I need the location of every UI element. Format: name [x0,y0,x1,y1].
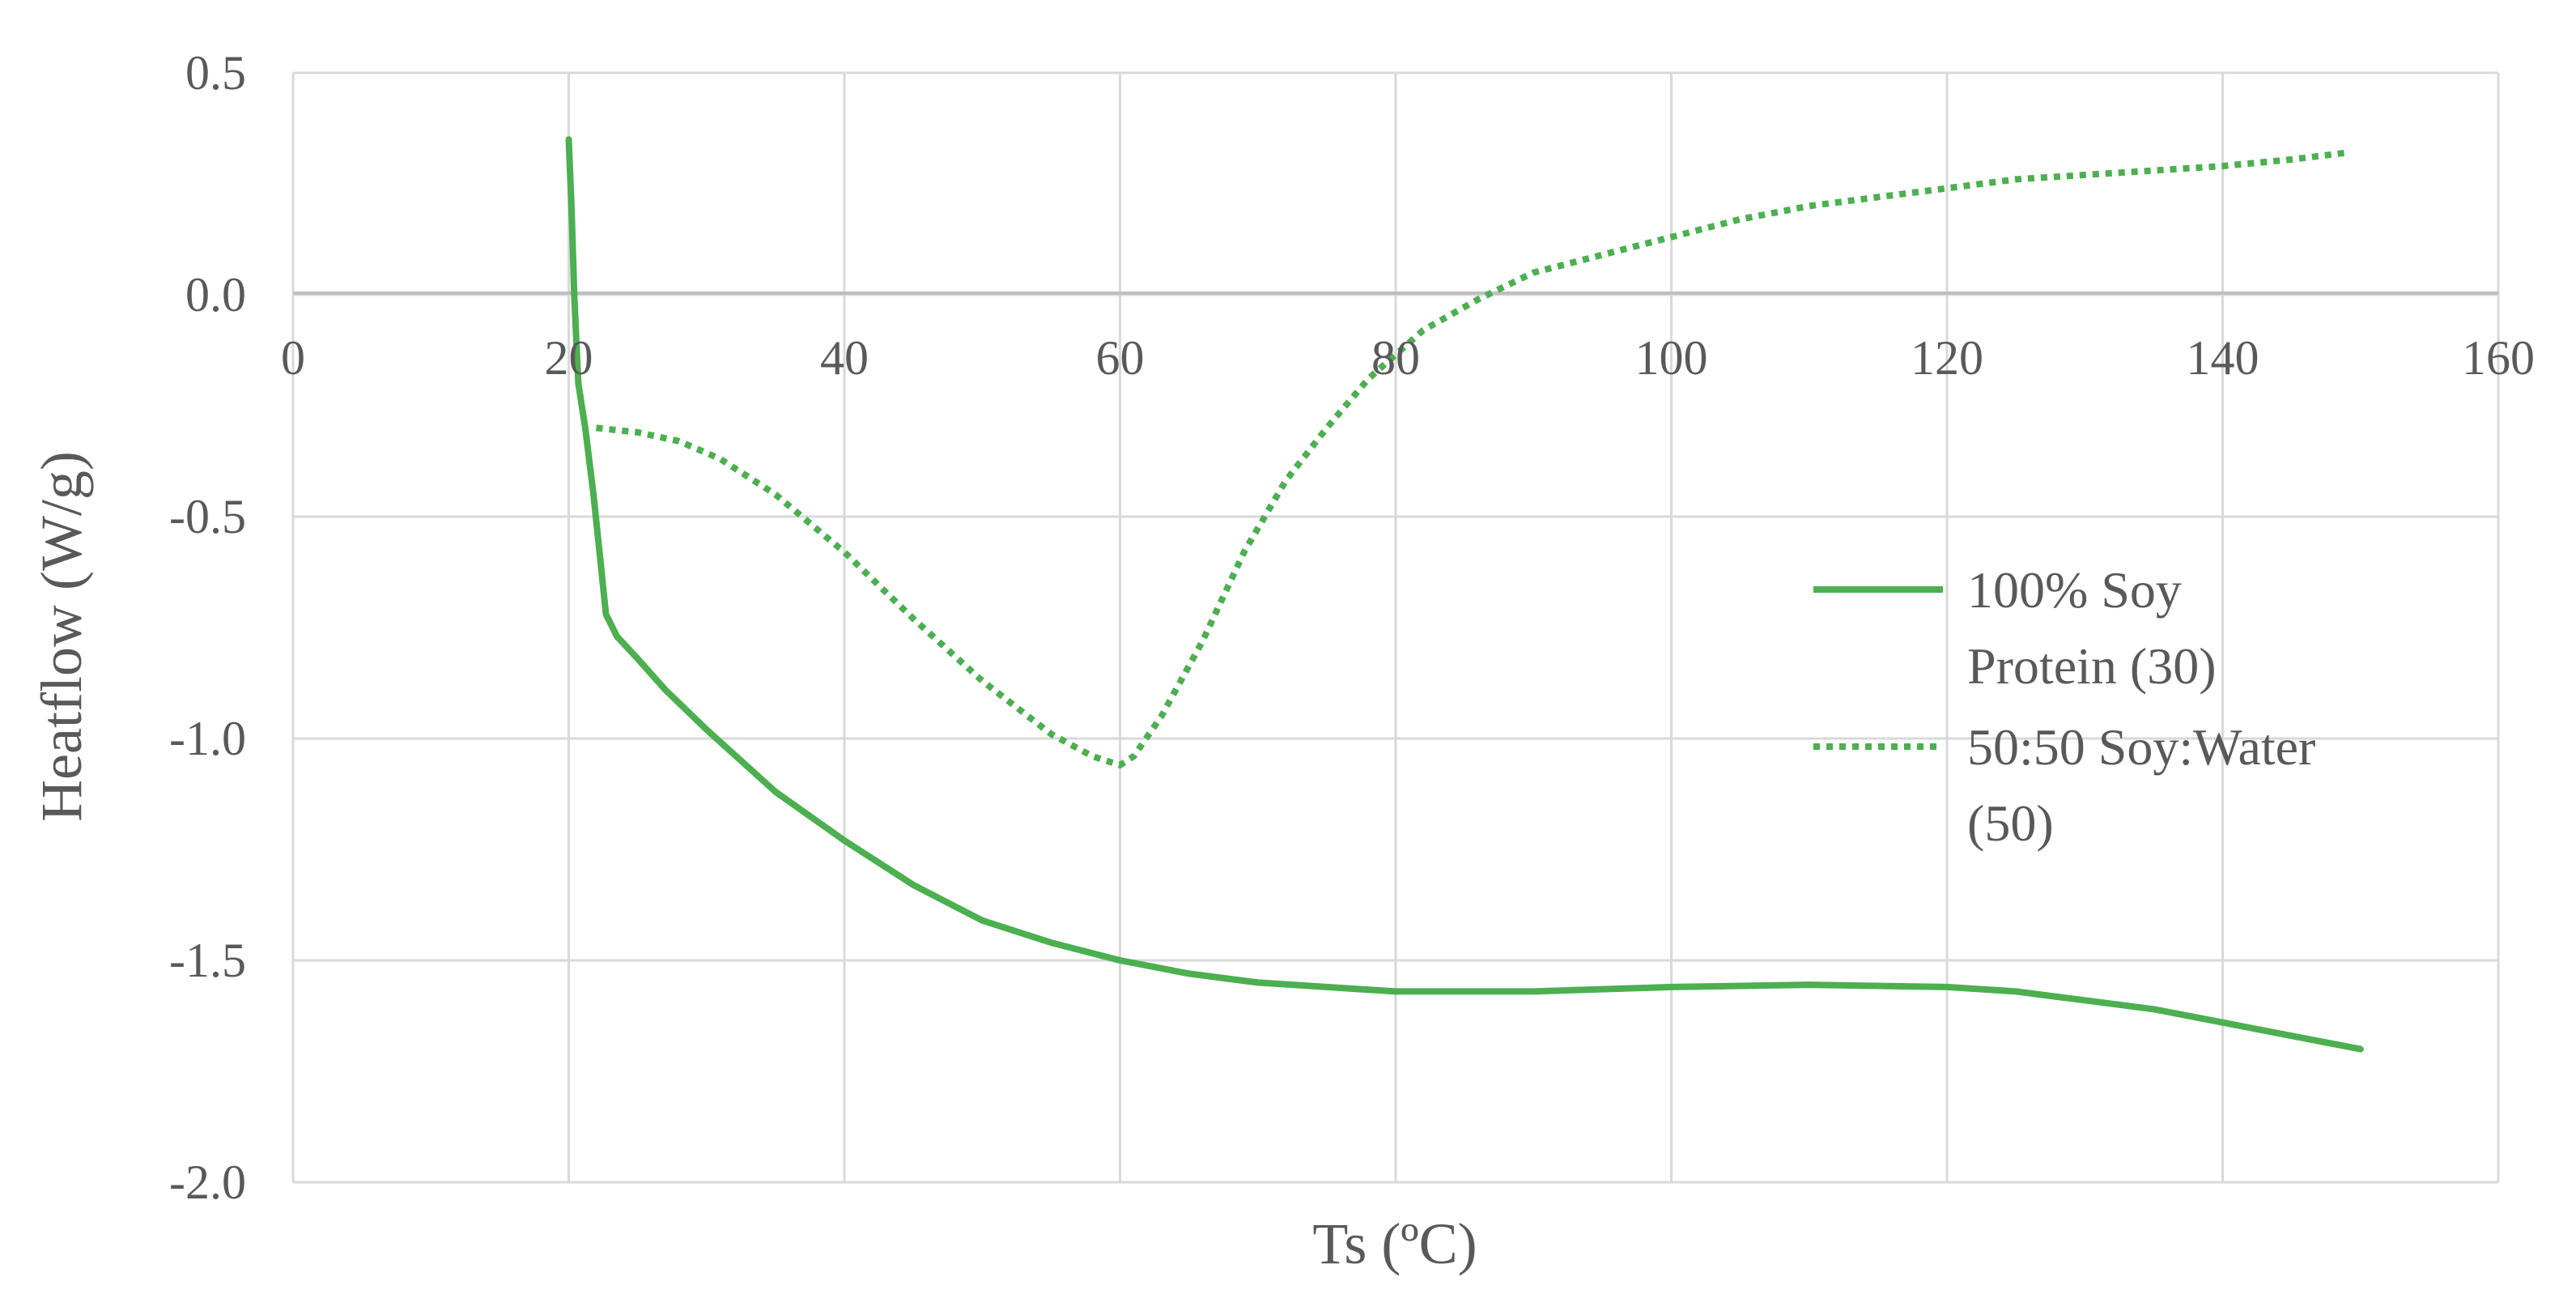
x-tick-label: 0 [281,331,305,385]
series-lines [565,136,2364,1053]
series-line-2 [596,149,2348,768]
legend-label-1: Protein (30) [1967,637,2217,695]
x-tick-label: 80 [1371,331,1420,385]
legend: 100% Soy Protein (30) 50:50 Soy:Water (50) [1813,561,2315,852]
x-tick-label: 160 [2462,331,2535,385]
x-tick-labels: 0 20 40 60 80 100 120 140 160 [281,331,2535,385]
legend-label-1: 100% Soy [1967,561,2182,619]
x-tick-label: 40 [820,331,869,385]
y-tick-label: 0.0 [185,268,246,321]
y-axis-title: Heatflow (W/g) [29,451,94,822]
y-tick-label: -2.0 [169,1156,246,1209]
legend-label-2: (50) [1967,794,2054,852]
legend-label-2: 50:50 Soy:Water [1967,718,2315,776]
x-tick-label: 140 [2187,331,2259,385]
y-tick-label: -0.5 [169,490,246,543]
series-line-1 [565,136,2364,1053]
x-tick-label: 100 [1635,331,1708,385]
x-axis-title: Ts (ºC) [1312,1211,1477,1276]
y-tick-labels: 0.5 0.0 -0.5 -1.0 -1.5 -2.0 [169,46,246,1209]
gridlines [291,71,2500,1184]
x-tick-label: 20 [545,331,593,385]
y-tick-label: -1.0 [169,712,246,765]
x-tick-label: 120 [1911,331,1983,385]
y-tick-label: -1.5 [169,934,246,987]
y-tick-label: 0.5 [185,46,246,100]
x-tick-label: 60 [1096,331,1145,385]
